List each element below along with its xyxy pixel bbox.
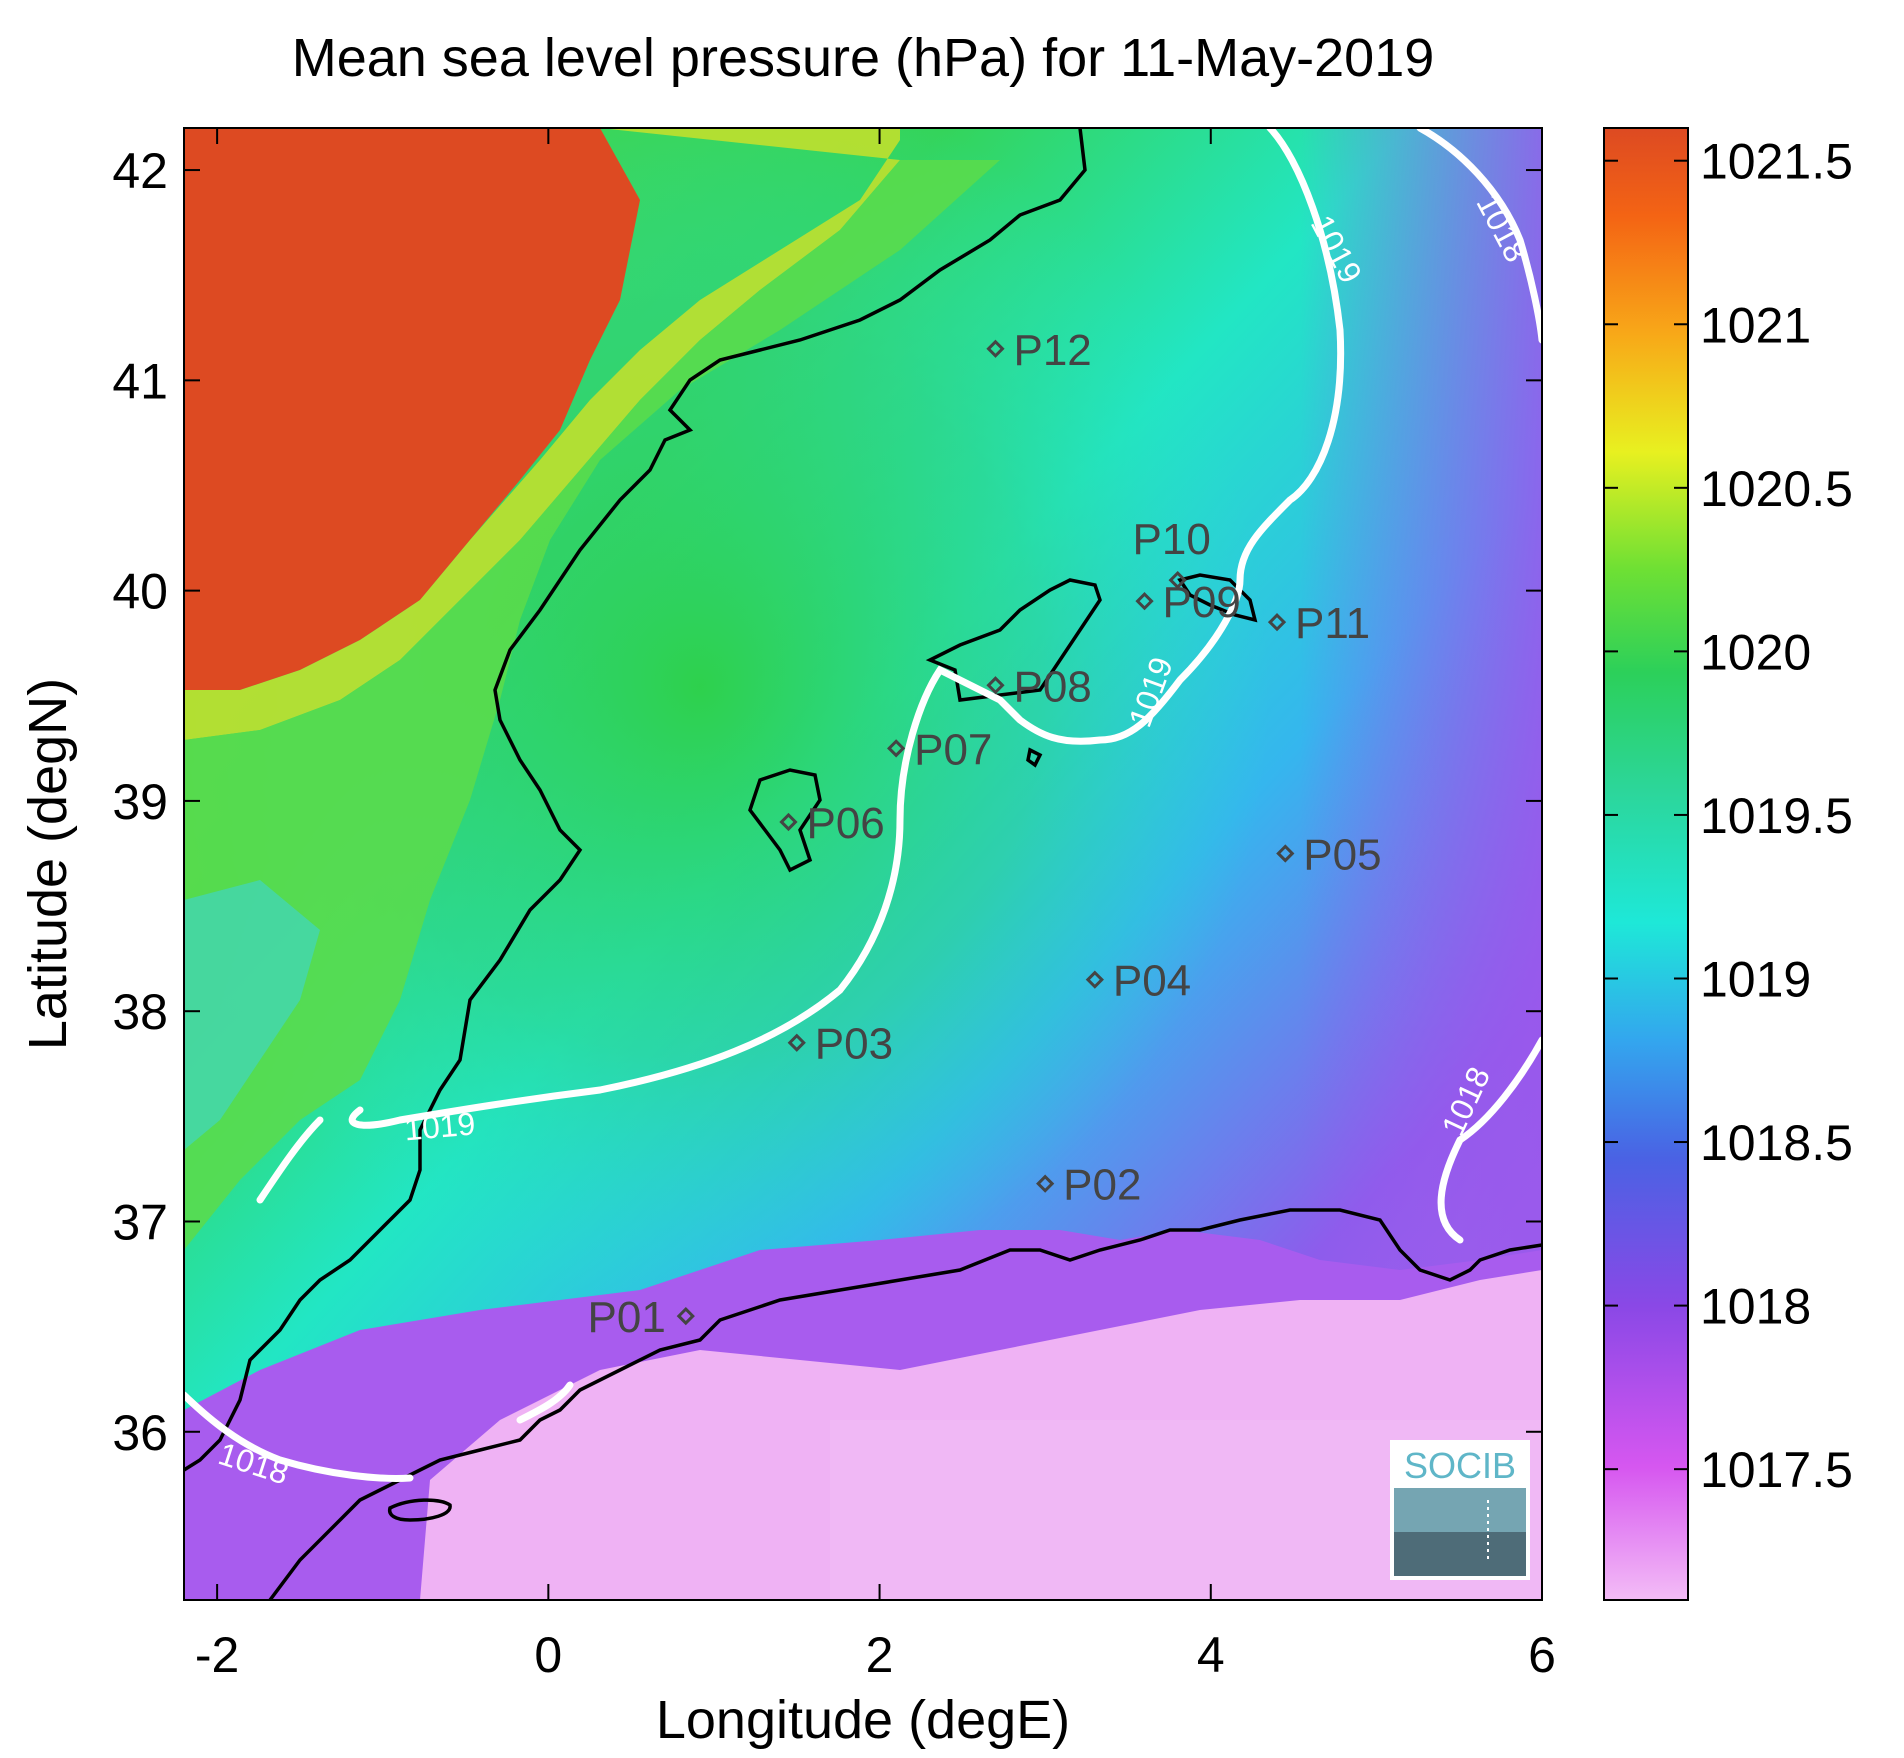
- isobar-1019-iberian-coast: [256, 1116, 324, 1204]
- map-title: Mean sea level pressure (hPa) for 11-May…: [292, 28, 1435, 88]
- station-marker: [1168, 570, 1187, 590]
- y-tick-label: 42: [112, 143, 168, 199]
- colorbar-ticks: 1017.5 1018 1018.5 1019 1019.5 1020 1020.5 1021…: [1604, 134, 1853, 1498]
- isobar-1018-east: [1437, 1036, 1542, 1244]
- mallorca-island: [925, 578, 1102, 702]
- plot-frame: [183, 127, 1543, 1601]
- x-axis-label: Longitude (degE): [656, 1690, 1070, 1750]
- x-tick-label: 0: [534, 1627, 562, 1683]
- colorbar-tick-label: 1020.5: [1700, 461, 1853, 517]
- station-label: P02: [1063, 1161, 1141, 1210]
- y-tick-label: 36: [112, 1405, 168, 1461]
- y-tick-label: 41: [112, 353, 168, 409]
- station-label: P11: [1295, 599, 1370, 648]
- colorbar: [1603, 127, 1689, 1601]
- colorbar-tick-label: 1021.5: [1700, 134, 1853, 190]
- station-marker: [1267, 613, 1287, 632]
- station-label: P04: [1113, 957, 1191, 1006]
- colorbar-tick-label: 1018: [1700, 1279, 1811, 1335]
- colorbar-tick-label: 1019: [1700, 951, 1811, 1007]
- station-marker: [1036, 1174, 1055, 1193]
- socib-logo-text: SOCIB: [1404, 1445, 1516, 1486]
- y-tick-label: 40: [112, 564, 168, 620]
- menorca-island: [1177, 573, 1258, 623]
- african-coast: [268, 1208, 1542, 1600]
- station-label: P07: [914, 725, 992, 774]
- land-cyan-patch: [184, 880, 320, 1150]
- y-tick-label: 39: [112, 774, 168, 830]
- station-marker: [986, 339, 1005, 358]
- colorbar-tick-label: 1019.5: [1700, 788, 1853, 844]
- station-label: P12: [1013, 326, 1091, 375]
- station-marker: [1276, 844, 1295, 863]
- station-marker: [986, 676, 1005, 695]
- station-label: P03: [815, 1020, 893, 1069]
- colorbar-tick-label: 1021: [1700, 297, 1811, 353]
- alboran-island: [387, 1498, 452, 1522]
- isobar-1019: [348, 128, 1345, 1129]
- station-marker: [887, 739, 906, 758]
- station-marker: [1135, 592, 1154, 611]
- y-axis-label: Latitude (degN): [18, 678, 78, 1050]
- station-marker: [779, 812, 798, 832]
- station-label: P08: [1013, 662, 1091, 711]
- station-label: P05: [1303, 830, 1381, 879]
- cabrera-island: [1026, 747, 1043, 768]
- isobar-1018-african-coast: [516, 1381, 574, 1424]
- x-tick-label: 4: [1197, 1627, 1225, 1683]
- x-tick-label: -2: [195, 1627, 239, 1683]
- land-green-band: [184, 160, 1000, 1250]
- contour-label: 1019: [403, 1105, 477, 1147]
- station-marker: [1085, 970, 1104, 989]
- isobar-1018-north: [1416, 128, 1542, 344]
- ibiza-island: [748, 768, 822, 873]
- isobars: [184, 128, 1542, 1482]
- colorbar-tick-label: 1020: [1700, 624, 1811, 680]
- station-marker: [787, 1033, 806, 1052]
- socib-logo: SOCIB: [1390, 1440, 1530, 1580]
- coastlines: [184, 128, 1542, 1600]
- station-label: P06: [806, 799, 884, 848]
- station-marker: [676, 1306, 695, 1326]
- colorbar-tick-label: 1018.5: [1700, 1115, 1853, 1171]
- axis-ticks: -2 0 2 4 6 36 37 38 39 40 41 42: [112, 128, 1556, 1683]
- y-tick-label: 38: [112, 984, 168, 1040]
- isobar-1018-south: [184, 1391, 414, 1482]
- station-label: P01: [588, 1293, 666, 1342]
- colorbar-tick-label: 1017.5: [1700, 1442, 1853, 1498]
- iberian-coast: [184, 128, 1087, 1472]
- x-tick-label: 6: [1528, 1627, 1556, 1683]
- station-label: P10: [1133, 515, 1211, 564]
- land-high-pressure: [184, 128, 640, 690]
- x-tick-label: 2: [866, 1627, 894, 1683]
- y-tick-label: 37: [112, 1194, 168, 1250]
